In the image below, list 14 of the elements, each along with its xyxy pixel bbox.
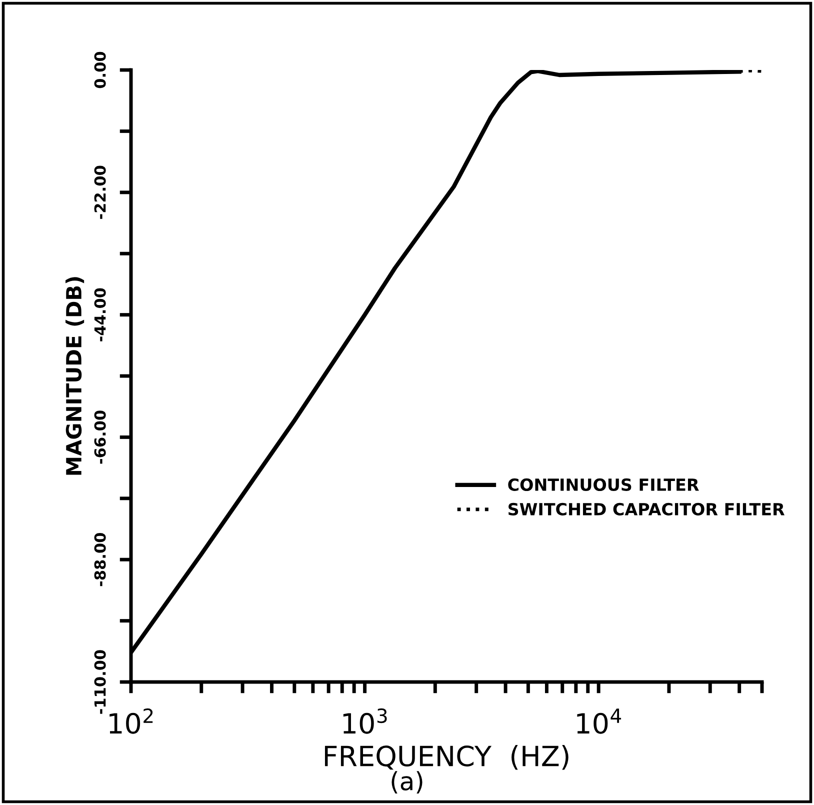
legend-label: CONTINUOUS FILTER	[508, 478, 699, 492]
x-axis-title: FREQUENCY (HZ)	[324, 745, 568, 770]
y-tick-label: -66.00	[94, 410, 106, 464]
text: (a)	[392, 771, 422, 794]
y-tick-label: 0.00	[94, 52, 106, 88]
y-tick-label: -110.00	[94, 650, 106, 714]
y-tick-label: -44.00	[94, 288, 106, 342]
x-tick-label: 10$^{2}$	[110, 708, 153, 734]
y-axis-title: MAGNITUDE (DB)	[66, 277, 84, 475]
x-tick-label: 10$^{4}$	[577, 708, 622, 734]
legend-label: SWITCHED CAPACITOR FILTER	[508, 502, 785, 516]
y-tick-label: -22.00	[94, 166, 106, 219]
x-tick-label: 10$^{3}$	[343, 708, 387, 734]
y-tick-label: -88.00	[94, 532, 106, 586]
